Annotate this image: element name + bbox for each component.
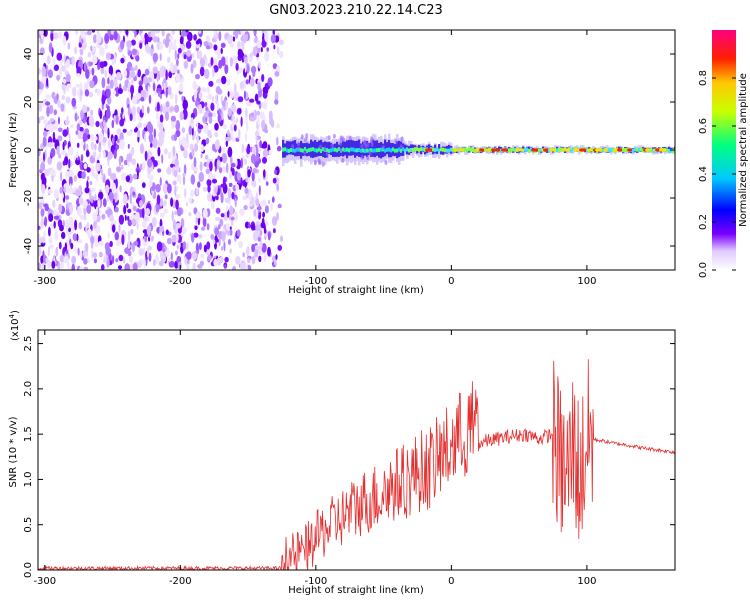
- top-x-tick-label: 100: [577, 276, 596, 287]
- bottom-x-tick-label: 100: [577, 576, 596, 587]
- top-y-axis-label: Frequency (Hz): [8, 112, 19, 188]
- colorbar-tick-label: 0.8: [698, 70, 709, 86]
- bottom-x-tick-label: -300: [33, 576, 56, 587]
- bottom-y-tick-label: 2.5: [23, 336, 34, 352]
- top-y-ticks: -40 -20 0 20 40: [23, 48, 675, 254]
- colorbar: 0.0 0.2 0.4 0.6 0.8 Normalized spectral ampl…: [698, 30, 749, 278]
- bottom-x-tick-label: -100: [304, 576, 327, 587]
- colorbar-gradient: [712, 30, 736, 270]
- colorbar-tick-label: 0.6: [698, 118, 709, 134]
- top-x-tick-label: -200: [169, 276, 192, 287]
- bottom-y-tick-label: 1.5: [23, 426, 34, 442]
- y-multiplier-label: (x104): [8, 310, 21, 341]
- top-y-tick-label: -40: [23, 238, 34, 254]
- top-y-tick-label: 20: [23, 96, 34, 109]
- top-x-axis-label: Height of straight line (km): [288, 285, 424, 296]
- bottom-x-tick-label: 0: [448, 576, 454, 587]
- top-y-tick-label: 0: [23, 147, 34, 153]
- snr-line: [38, 359, 675, 570]
- bottom-y-tick-label: 0.0: [23, 562, 34, 578]
- noise-layer: [38, 30, 284, 270]
- bottom-y-axis-label: SNR (10 * v/v): [8, 416, 19, 487]
- snr-background: [38, 330, 675, 570]
- colorbar-tick-label: 0.2: [698, 214, 709, 230]
- bottom-x-ticks: -300 -200 -100 0 100: [33, 330, 596, 587]
- snr-panel: -300 -200 -100 0 100 0.0 0.5 1.0 1.5 2.0 2.5 Heig…: [8, 310, 676, 596]
- bottom-y-tick-label: 1.0: [23, 471, 34, 487]
- top-x-tick-label: -100: [304, 276, 327, 287]
- bottom-x-tick-label: -200: [169, 576, 192, 587]
- colorbar-tick-label: 0.4: [698, 166, 709, 182]
- figure-title: GN03.2023.210.22.14.C23: [269, 3, 443, 18]
- top-x-tick-label: -300: [33, 276, 56, 287]
- top-x-tick-label: 0: [448, 276, 454, 287]
- colorbar-label: Normalized spectral amplitude: [738, 73, 749, 227]
- bottom-y-ticks: 0.0 0.5 1.0 1.5 2.0 2.5: [23, 336, 675, 578]
- signal-layer: [282, 133, 675, 167]
- top-y-tick-label: 40: [23, 48, 34, 61]
- bottom-x-axis-label: Height of straight line (km): [288, 585, 424, 596]
- bottom-y-tick-label: 0.5: [23, 517, 34, 533]
- colorbar-tick-label: 0.0: [698, 262, 709, 278]
- snr-frame: [37, 329, 676, 571]
- colorbar-ticks: 0.0 0.2 0.4 0.6 0.8: [698, 70, 736, 278]
- top-y-tick-label: -20: [23, 190, 34, 206]
- top-x-ticks: -300 -200 -100 0 100: [33, 30, 596, 287]
- bottom-y-tick-label: 2.0: [23, 381, 34, 397]
